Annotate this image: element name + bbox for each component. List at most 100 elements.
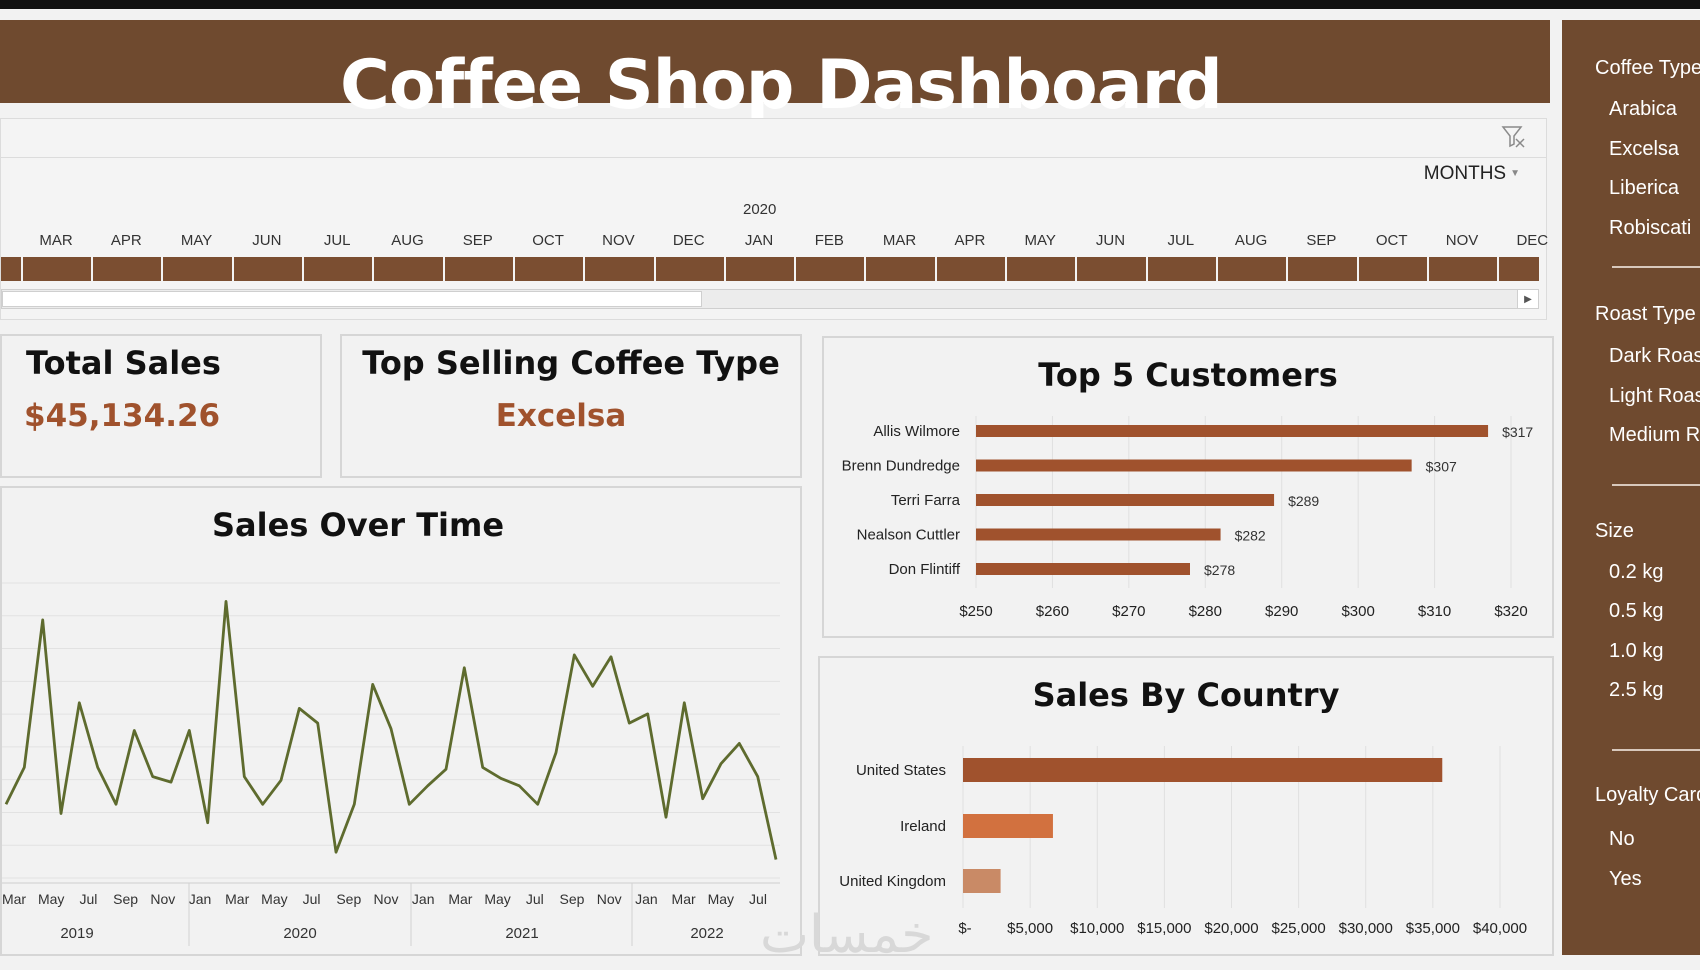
timeline-month-label[interactable]: SEP bbox=[462, 232, 493, 249]
total-sales-value: $45,134.26 bbox=[24, 398, 221, 434]
slicer-item-excelsa[interactable]: Excelsa bbox=[1609, 138, 1680, 160]
slicer-item-0-2-kg[interactable]: 0.2 kg bbox=[1609, 561, 1664, 583]
slicer-item-0-5-kg[interactable]: 0.5 kg bbox=[1609, 600, 1664, 622]
timeline-month-label[interactable]: NOV bbox=[602, 232, 635, 249]
total-sales-card: Total Sales $45,134.26 bbox=[0, 334, 322, 478]
timeline-month-label[interactable]: JUL bbox=[1167, 232, 1195, 249]
country-label: Ireland bbox=[900, 818, 946, 835]
country-bar bbox=[963, 869, 1001, 893]
timeline-year-label: 2020 bbox=[743, 201, 777, 218]
timeline-month-cell-divider bbox=[1497, 257, 1500, 281]
timeline-header-divider bbox=[1, 157, 1546, 158]
timeline-month-label[interactable]: APR bbox=[954, 232, 986, 249]
customer-label: Allis Wilmore bbox=[873, 423, 960, 440]
top-coffee-value: Excelsa bbox=[495, 398, 627, 434]
slicer-item-liberica[interactable]: Liberica bbox=[1609, 177, 1680, 199]
timeline-month-label[interactable]: JUL bbox=[323, 232, 351, 249]
timeline-month-label[interactable]: OCT bbox=[532, 232, 564, 249]
customer-bar bbox=[976, 425, 1489, 437]
bar-data-label: $289 bbox=[1288, 493, 1319, 509]
timeline-month-cell-divider bbox=[1286, 257, 1289, 281]
x-month-tick-label: May bbox=[38, 891, 64, 907]
timeline-scroll-thumb[interactable] bbox=[2, 291, 702, 307]
customer-bar bbox=[976, 528, 1221, 541]
customer-label: Brenn Dundredge bbox=[842, 458, 960, 475]
customer-bar bbox=[976, 494, 1275, 506]
x-month-tick-label: Sep bbox=[336, 891, 361, 907]
timeline-month-label[interactable]: AUG bbox=[1234, 232, 1268, 249]
timeline-month-label[interactable]: APR bbox=[110, 232, 142, 249]
x-tick-label: $300 bbox=[1341, 603, 1374, 620]
x-tick-label: $- bbox=[958, 920, 971, 937]
timeline-month-cell-divider bbox=[794, 257, 797, 281]
timeline-month-label[interactable]: AUG bbox=[391, 232, 424, 249]
slicer-item-1-0-kg[interactable]: 1.0 kg bbox=[1609, 640, 1664, 662]
timeline-month-label[interactable]: NOV bbox=[1445, 232, 1479, 249]
timeline-month-label[interactable]: MAR bbox=[882, 232, 917, 249]
timeline-month-label[interactable]: OCT bbox=[1375, 232, 1408, 249]
timeline-period-selector[interactable]: MONTHS ▼ bbox=[1424, 163, 1520, 185]
x-tick-label: $250 bbox=[959, 603, 992, 620]
timeline-month-label[interactable]: SEP bbox=[1306, 232, 1337, 249]
slicer-item-robusta[interactable]: Robiscati bbox=[1609, 217, 1692, 239]
timeline-month-label[interactable]: DEC bbox=[1516, 232, 1549, 249]
timeline-month-label[interactable]: JAN bbox=[744, 232, 774, 249]
x-month-tick-label: Mar bbox=[2, 891, 26, 907]
x-month-tick-label: Jan bbox=[412, 891, 435, 907]
timeline-month-cell-divider bbox=[1215, 257, 1218, 281]
x-tick-label: $25,000 bbox=[1272, 920, 1326, 937]
x-year-tick-label: 2021 bbox=[505, 925, 538, 942]
timeline-month-cell-divider bbox=[20, 257, 23, 281]
top-customers-title: Top 5 Customers bbox=[1038, 356, 1338, 394]
slicer-item-no[interactable]: No bbox=[1609, 828, 1635, 850]
slicer-item-2-5-kg[interactable]: 2.5 kg bbox=[1609, 679, 1664, 701]
timeline-month-cell-divider bbox=[1005, 257, 1008, 281]
timeline-period-label: MONTHS bbox=[1423, 163, 1507, 184]
sales-over-time-chart: Mar May Jul Sep Nov Jan Mar May Jul Sep Nov Jan Mar M… bbox=[2, 582, 780, 946]
scroll-right-arrow-icon[interactable]: ▶ bbox=[1517, 290, 1538, 308]
x-tick-label: $15,000 bbox=[1137, 920, 1191, 937]
timeline-month-label[interactable]: JUN bbox=[252, 232, 282, 249]
timeline-slicer[interactable]: MONTHS ▼ 2020 MAR APR MAY JUN JUL AUG SEP OCT NOV… bbox=[0, 118, 1549, 320]
timeline-month-cell-divider bbox=[653, 257, 656, 281]
timeline-month-label[interactable]: FEB bbox=[814, 232, 844, 249]
sales-by-country-title: Sales By Country bbox=[1032, 676, 1340, 714]
x-month-tick-label: May bbox=[484, 891, 510, 907]
slicer-item-dark-roast[interactable]: Dark Roast bbox=[1609, 345, 1700, 367]
slicer-item-light-roast[interactable]: Light Roast bbox=[1609, 385, 1700, 407]
x-month-tick-label: Jan bbox=[635, 891, 658, 907]
country-label: United Kingdom bbox=[839, 873, 946, 890]
slicer-item-yes[interactable]: Yes bbox=[1609, 868, 1642, 890]
slicer-divider bbox=[1612, 266, 1700, 268]
slicer-item-medium-roast[interactable]: Medium Roast bbox=[1609, 424, 1700, 446]
sales-by-country-card: Sales By Country $- $5,000 $10,000 $15,000 $… bbox=[818, 656, 1554, 956]
bar-data-label: $278 bbox=[1204, 562, 1235, 578]
country-bar bbox=[963, 814, 1053, 838]
slicer-item-arabica[interactable]: Arabica bbox=[1609, 98, 1677, 120]
clear-filter-icon[interactable] bbox=[1500, 124, 1526, 150]
x-month-tick-label: Mar bbox=[672, 891, 696, 907]
timeline-month-cell-divider bbox=[934, 257, 937, 281]
timeline-month-label[interactable]: DEC bbox=[672, 232, 705, 249]
x-tick-label: $10,000 bbox=[1070, 920, 1124, 937]
size-slicer-title: Size bbox=[1595, 520, 1634, 542]
x-tick-label: $320 bbox=[1494, 603, 1527, 620]
x-tick-label: $20,000 bbox=[1204, 920, 1258, 937]
timeline-month-cell-divider bbox=[864, 257, 867, 281]
x-month-tick-label: Mar bbox=[448, 891, 472, 907]
timeline-month-cell-divider bbox=[512, 257, 515, 281]
loyalty-card-slicer-title: Loyalty Card bbox=[1595, 784, 1700, 806]
timeline-month-label[interactable]: MAR bbox=[39, 232, 73, 249]
timeline-month-label[interactable]: MAY bbox=[180, 232, 213, 249]
timeline-month-label[interactable]: JUN bbox=[1095, 232, 1126, 249]
timeline-month-cell-divider bbox=[302, 257, 305, 281]
x-year-tick-label: 2019 bbox=[60, 925, 93, 942]
x-month-tick-label: Sep bbox=[113, 891, 138, 907]
timeline-month-label[interactable]: MAY bbox=[1024, 232, 1056, 249]
x-tick-label: $30,000 bbox=[1339, 920, 1393, 937]
filter-slicer-panel: Coffee Type Arabica Excelsa Liberica Rob… bbox=[1562, 20, 1700, 955]
top-coffee-card: Top Selling Coffee Type Excelsa bbox=[340, 334, 802, 478]
timeline-bar[interactable] bbox=[1, 257, 1539, 281]
timeline-scrollbar[interactable]: ▶ bbox=[1, 289, 1539, 309]
x-month-tick-label: Jul bbox=[749, 891, 767, 907]
